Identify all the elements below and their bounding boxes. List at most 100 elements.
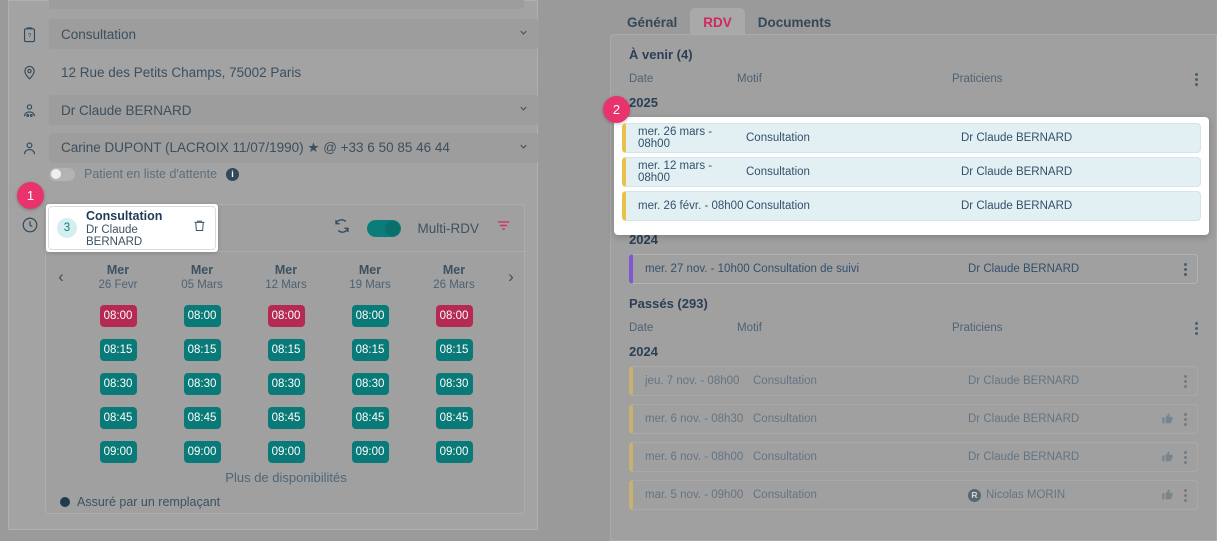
appointment-row[interactable]: mer. 27 nov. - 10h00 Consultation de suiv…: [629, 254, 1198, 284]
time-slot-button[interactable]: 08:15: [183, 339, 221, 361]
appointment-row[interactable]: mer. 6 nov. - 08h00 Consultation Dr Claude…: [629, 442, 1198, 472]
appointment-row[interactable]: mer. 6 nov. - 08h30 Consultation Dr Claude…: [629, 404, 1198, 434]
time-slot-button[interactable]: 08:00: [99, 305, 137, 327]
year-label: 2024: [629, 344, 658, 359]
appointment-row[interactable]: mer. 26 févr. - 08h00 Consultation Dr Clau…: [622, 191, 1201, 221]
day-date: 26 Mars: [433, 279, 475, 291]
col-motif: Motif: [737, 73, 762, 85]
prev-week-button[interactable]: ‹: [58, 267, 64, 286]
time-slot-button[interactable]: 08:15: [435, 339, 473, 361]
tab-documents[interactable]: Documents: [757, 15, 832, 30]
appointment-motif: Consultation: [746, 166, 810, 178]
field-row-practitioner[interactable]: Dr Claude BERNARD: [9, 91, 539, 129]
practitioner-name: Dr Claude BERNARD: [961, 166, 1073, 178]
field-row-motif[interactable]: ? Consultation: [9, 15, 539, 53]
time-slot-button[interactable]: 08:15: [267, 339, 305, 361]
field-row-patient[interactable]: Carine DUPONT (LACROIX 11/07/1990) ★ @ +…: [9, 129, 539, 167]
day-date: 05 Mars: [181, 279, 223, 291]
row-options-icon[interactable]: [1184, 412, 1187, 426]
time-slot-button[interactable]: 08:00: [267, 305, 305, 327]
tab-bar: Général RDV Documents: [614, 8, 844, 38]
appointment-practitioner: Dr Claude BERNARD: [968, 263, 1137, 275]
appointment-date: jeu. 7 nov. - 08h00: [645, 375, 740, 387]
col-date: Date: [629, 73, 654, 85]
waiting-list-toggle[interactable]: [49, 167, 75, 181]
appointment-date: mer. 27 nov. - 10h00: [645, 263, 750, 275]
motif-select[interactable]: Consultation: [49, 19, 539, 49]
thumbs-up-icon[interactable]: [1161, 487, 1175, 504]
info-icon[interactable]: i: [226, 167, 240, 181]
time-slot-button[interactable]: 08:45: [435, 407, 473, 429]
time-slot-button[interactable]: 09:00: [351, 441, 389, 463]
multi-rdv-toggle[interactable]: [367, 219, 402, 237]
waiting-list-label: Patient en liste d'attente: [84, 167, 218, 181]
filter-icon[interactable]: [495, 217, 512, 239]
thumbs-up-icon[interactable]: [1161, 449, 1175, 466]
appointment-practitioner: Dr Claude BERNARD: [968, 413, 1137, 425]
motif-value: Consultation: [61, 26, 137, 42]
time-slot-button[interactable]: 08:30: [351, 373, 389, 395]
patient-select[interactable]: Carine DUPONT (LACROIX 11/07/1990) ★ @ +…: [49, 133, 539, 163]
day-name: Mer: [358, 263, 382, 277]
row-options-icon[interactable]: [1184, 450, 1187, 464]
time-slot-button[interactable]: 09:00: [267, 441, 305, 463]
time-slot-button[interactable]: 08:15: [99, 339, 137, 361]
practitioner-name: Dr Claude BERNARD: [961, 200, 1073, 212]
time-slot-button[interactable]: 08:30: [435, 373, 473, 395]
time-slot-button[interactable]: 08:45: [267, 407, 305, 429]
slot-toolbar: Multi-RDV: [46, 205, 526, 252]
time-slot-button[interactable]: 08:00: [183, 305, 221, 327]
time-slot-button[interactable]: 08:30: [99, 373, 137, 395]
upcoming-groups: 2025 mer. 26 mars - 08h00 Consultation Dr C…: [611, 95, 1216, 284]
time-slot-button[interactable]: 09:00: [183, 441, 221, 463]
patient-detail-panel: Général RDV Documents À venir (4) Date M…: [600, 0, 1217, 541]
row-actions: [1137, 411, 1197, 428]
past-options-icon[interactable]: [1195, 322, 1198, 335]
time-slot-button[interactable]: 09:00: [435, 441, 473, 463]
chevron-down-icon: [518, 27, 529, 41]
time-slot-button[interactable]: 08:45: [99, 407, 137, 429]
appointment-row[interactable]: mer. 12 mars - 08h00 Consultation Dr Claud…: [622, 157, 1201, 187]
appointment-date: mer. 6 nov. - 08h00: [645, 451, 744, 463]
row-options-icon[interactable]: [1184, 262, 1187, 276]
appointment-row[interactable]: mer. 26 mars - 08h00 Consultation Dr Claud…: [622, 123, 1201, 153]
time-slot-button[interactable]: 08:45: [351, 407, 389, 429]
time-slot-button[interactable]: 08:30: [267, 373, 305, 395]
refresh-icon[interactable]: [333, 217, 351, 240]
past-groups: 2024 jeu. 7 nov. - 08h00 Consultation Dr Cl…: [611, 344, 1216, 510]
more-availability-link[interactable]: Plus de disponibilités: [225, 470, 347, 485]
appointment-date: mar. 5 nov. - 09h00: [645, 489, 744, 501]
day-header: Mer 19 Mars: [328, 263, 412, 291]
time-slot-button[interactable]: 08:45: [183, 407, 221, 429]
tab-general[interactable]: Général: [627, 15, 678, 30]
day-name: Mer: [106, 263, 130, 277]
replacement-badge-icon: R: [968, 488, 981, 502]
slot-column: 08:00 08:15 08:30 08:45 09:00: [244, 305, 328, 463]
appointment-motif: Consultation: [753, 489, 817, 501]
col-praticiens: Praticiens: [952, 73, 1003, 85]
appointment-date: mer. 6 nov. - 08h30: [645, 413, 744, 425]
thumbs-up-icon[interactable]: [1161, 411, 1175, 428]
time-slot-button[interactable]: 08:00: [351, 305, 389, 327]
appointment-practitioner: Dr Claude BERNARD: [961, 200, 1140, 212]
slot-column: 08:00 08:15 08:30 08:45 09:00: [160, 305, 244, 463]
field-partial-top[interactable]: [49, 0, 524, 9]
time-slot-button[interactable]: 08:30: [183, 373, 221, 395]
row-options-icon[interactable]: [1184, 488, 1187, 502]
appointment-row[interactable]: jeu. 7 nov. - 08h00 Consultation Dr Claude…: [629, 366, 1198, 396]
waiting-list-row[interactable]: Patient en liste d'attente i: [49, 167, 240, 181]
next-week-button[interactable]: ›: [508, 267, 514, 286]
tab-rdv[interactable]: RDV: [690, 8, 745, 38]
appointment-motif: Consultation: [746, 200, 810, 212]
practitioner-name: Dr Claude BERNARD: [961, 132, 1073, 144]
selected-appointment-card[interactable]: 3 Consultation Dr Claude BERNARD: [48, 206, 216, 250]
appointment-row[interactable]: mar. 5 nov. - 09h00 Consultation R Nicolas …: [629, 480, 1198, 510]
time-slot-button[interactable]: 09:00: [99, 441, 137, 463]
upcoming-options-icon[interactable]: [1195, 73, 1198, 86]
trash-icon[interactable]: [192, 218, 207, 238]
practitioner-select[interactable]: Dr Claude BERNARD: [49, 95, 539, 125]
row-options-icon[interactable]: [1184, 374, 1187, 388]
time-slot-button[interactable]: 08:00: [435, 305, 473, 327]
appointment-motif: Consultation: [753, 375, 817, 387]
time-slot-button[interactable]: 08:15: [351, 339, 389, 361]
